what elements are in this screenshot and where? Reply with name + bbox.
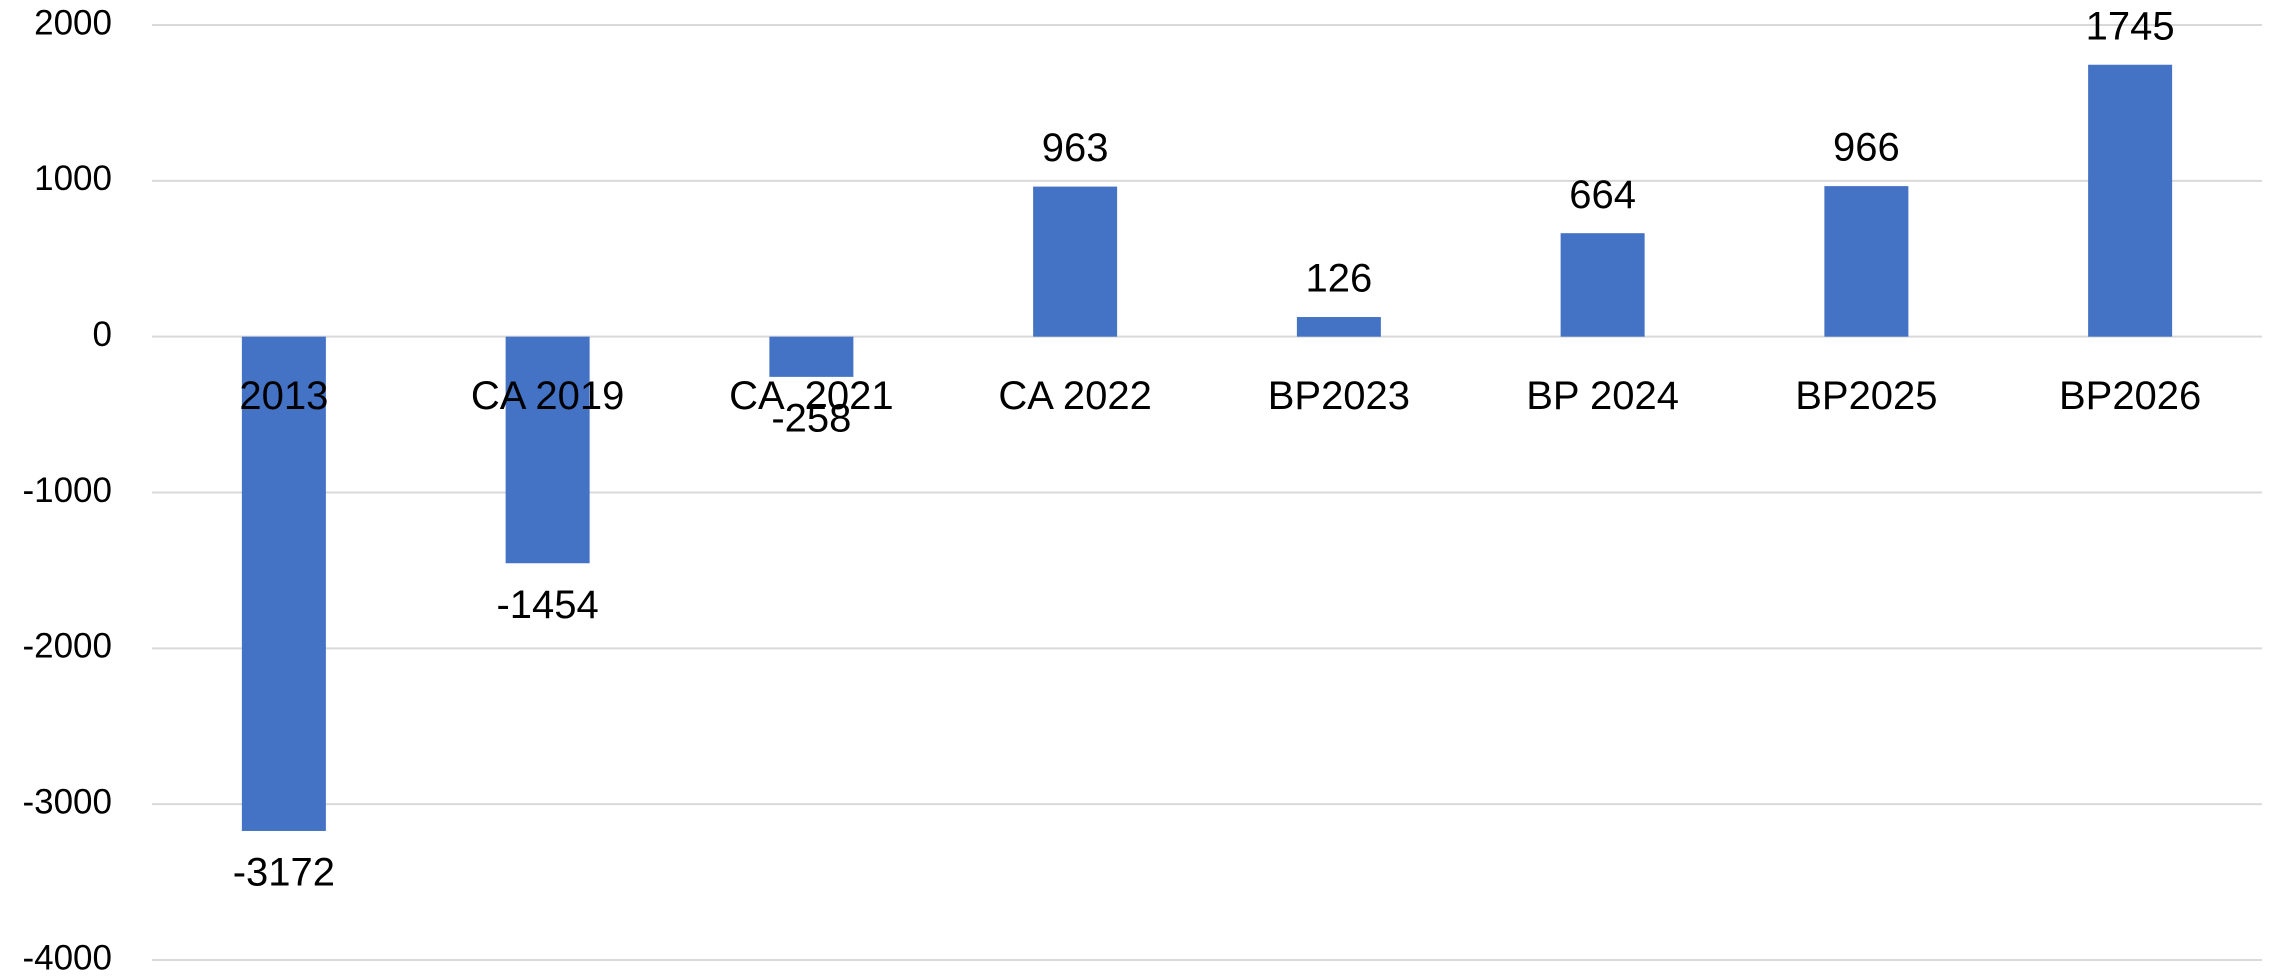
bar <box>769 336 854 377</box>
bar <box>1296 317 1381 337</box>
x-tick-label: CA 2022 <box>998 374 1151 418</box>
y-tick-label: -2000 <box>22 627 112 666</box>
value-label: -1454 <box>496 583 598 627</box>
value-label: 963 <box>1042 126 1109 170</box>
x-tick-label: BP2023 <box>1268 374 1410 418</box>
value-label: 664 <box>1569 173 1636 217</box>
bar <box>1560 233 1645 337</box>
x-tick-label: 2013 <box>239 374 328 418</box>
y-tick-label: 0 <box>93 315 112 354</box>
value-label: -258 <box>771 396 851 440</box>
value-label: 966 <box>1833 126 1900 170</box>
x-tick-label: CA 2019 <box>471 374 624 418</box>
x-tick-label: BP2026 <box>2059 374 2201 418</box>
bar <box>241 336 326 831</box>
bar <box>1033 186 1118 337</box>
bar <box>2088 64 2173 337</box>
x-tick-label: BP2025 <box>1795 374 1937 418</box>
y-tick-label: 1000 <box>34 159 112 198</box>
bar <box>1824 186 1909 337</box>
y-tick-label: -3000 <box>22 782 112 821</box>
x-tick-label: BP 2024 <box>1526 374 1679 418</box>
y-tick-label: -4000 <box>22 938 112 977</box>
y-tick-label: -1000 <box>22 471 112 510</box>
bar <box>505 336 590 564</box>
x-tick-label: CA 2021 <box>729 374 894 418</box>
y-tick-label: 2000 <box>34 3 112 42</box>
value-label: 126 <box>1306 257 1373 301</box>
value-label: 1745 <box>2086 4 2175 48</box>
value-label: -3172 <box>233 851 335 895</box>
